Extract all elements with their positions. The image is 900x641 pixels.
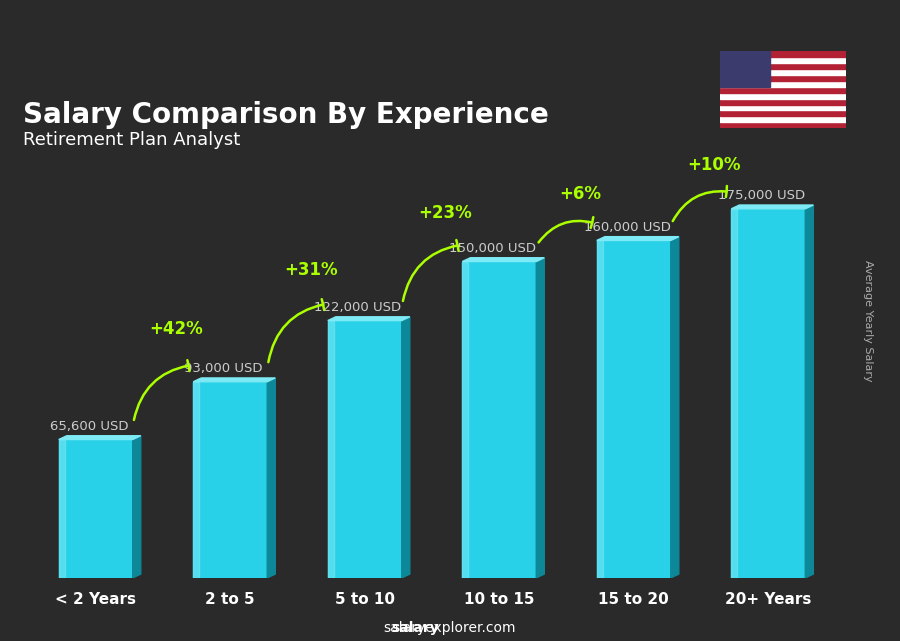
Text: 122,000 USD: 122,000 USD xyxy=(314,301,401,314)
Bar xyxy=(720,117,846,122)
Text: +42%: +42% xyxy=(149,320,203,338)
Text: 160,000 USD: 160,000 USD xyxy=(583,221,670,234)
Bar xyxy=(720,69,846,75)
Polygon shape xyxy=(732,205,814,209)
Polygon shape xyxy=(670,237,679,578)
Bar xyxy=(194,382,199,578)
Bar xyxy=(720,93,846,99)
Bar xyxy=(720,110,846,117)
Bar xyxy=(597,240,670,578)
Polygon shape xyxy=(194,378,275,382)
Polygon shape xyxy=(463,258,544,262)
Text: +31%: +31% xyxy=(284,261,338,279)
Text: +23%: +23% xyxy=(418,204,472,222)
Polygon shape xyxy=(132,436,140,578)
Polygon shape xyxy=(806,205,814,578)
Text: 150,000 USD: 150,000 USD xyxy=(449,242,536,255)
Bar xyxy=(597,240,603,578)
Text: 93,000 USD: 93,000 USD xyxy=(184,362,263,376)
Bar xyxy=(732,209,806,578)
Bar xyxy=(194,382,267,578)
Text: salary: salary xyxy=(392,620,439,635)
Bar xyxy=(58,440,132,578)
Bar xyxy=(463,262,536,578)
Text: +6%: +6% xyxy=(559,185,601,203)
Text: 65,600 USD: 65,600 USD xyxy=(50,420,128,433)
Polygon shape xyxy=(401,317,410,578)
Bar xyxy=(732,209,737,578)
Bar xyxy=(720,51,770,87)
Polygon shape xyxy=(58,436,140,440)
Bar xyxy=(720,87,846,93)
Polygon shape xyxy=(536,258,544,578)
Polygon shape xyxy=(597,237,679,240)
Bar xyxy=(720,81,846,87)
Polygon shape xyxy=(328,317,410,320)
Text: 175,000 USD: 175,000 USD xyxy=(718,190,806,203)
Text: salaryexplorer.com: salaryexplorer.com xyxy=(383,620,517,635)
Text: +10%: +10% xyxy=(688,156,742,174)
Bar xyxy=(328,320,401,578)
Bar xyxy=(58,440,65,578)
Bar xyxy=(720,122,846,128)
Bar xyxy=(720,99,846,104)
Bar xyxy=(720,57,846,63)
Text: Retirement Plan Analyst: Retirement Plan Analyst xyxy=(23,131,240,149)
Text: Salary Comparison By Experience: Salary Comparison By Experience xyxy=(23,101,549,129)
Bar xyxy=(720,75,846,81)
Bar xyxy=(720,51,846,57)
Bar xyxy=(463,262,468,578)
Bar xyxy=(720,63,846,69)
Text: Average Yearly Salary: Average Yearly Salary xyxy=(863,260,873,381)
Bar xyxy=(328,320,334,578)
Bar xyxy=(720,104,846,110)
Polygon shape xyxy=(267,378,275,578)
